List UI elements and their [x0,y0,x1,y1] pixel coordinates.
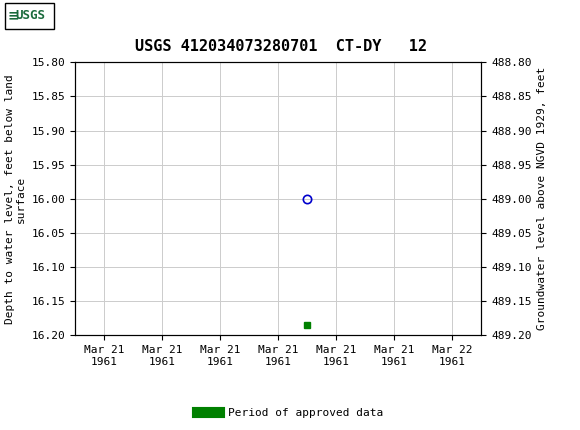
Text: USGS 412034073280701  CT-DY   12: USGS 412034073280701 CT-DY 12 [135,39,427,54]
Y-axis label: Depth to water level, feet below land
surface: Depth to water level, feet below land su… [5,74,26,324]
FancyBboxPatch shape [5,3,54,29]
Text: USGS: USGS [16,9,46,22]
Y-axis label: Groundwater level above NGVD 1929, feet: Groundwater level above NGVD 1929, feet [537,67,547,331]
Text: ≡: ≡ [8,9,19,22]
Legend: Period of approved data: Period of approved data [193,403,387,422]
